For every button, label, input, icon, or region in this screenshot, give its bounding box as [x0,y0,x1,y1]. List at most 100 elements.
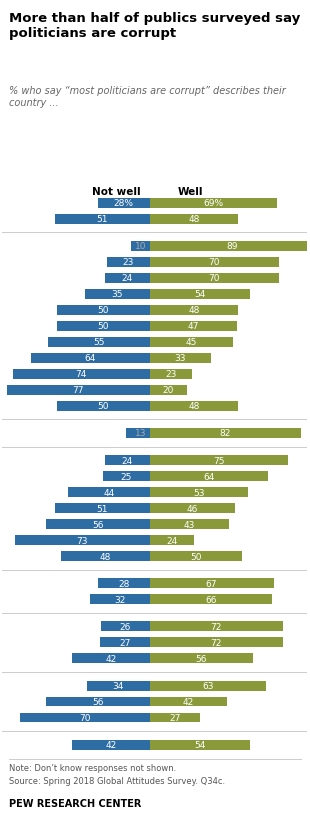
Text: 42: 42 [105,654,116,663]
Bar [150,385,187,396]
Text: 64: 64 [85,354,96,363]
Text: 20: 20 [162,386,174,395]
Text: 32: 32 [114,595,126,604]
Bar [72,654,150,663]
Text: 13: 13 [135,429,147,438]
Text: 45: 45 [186,338,197,347]
Bar [57,305,150,315]
Text: 48: 48 [188,306,200,315]
Bar [55,215,150,224]
Bar [68,487,150,497]
Text: 54: 54 [194,290,205,299]
Bar [100,638,150,648]
Text: 89: 89 [226,242,238,251]
Text: 24: 24 [166,536,177,545]
Text: 50: 50 [98,306,109,315]
Bar [150,215,238,224]
Bar [150,487,248,497]
Text: 72: 72 [210,638,222,647]
Bar [150,305,238,315]
Text: 73: 73 [76,536,88,545]
Bar [150,428,301,438]
Text: 56: 56 [196,654,207,663]
Text: 53: 53 [193,488,204,497]
Text: 24: 24 [122,274,133,283]
Text: 28%: 28% [114,199,134,208]
Bar [150,274,279,283]
Text: 69%: 69% [203,199,224,208]
Bar [150,289,250,300]
Text: 56: 56 [92,697,104,706]
Text: 48: 48 [188,215,200,224]
Text: 42: 42 [105,740,116,749]
Text: 51: 51 [97,504,108,513]
Text: 64: 64 [203,472,215,481]
Text: Source: Spring 2018 Global Attitudes Survey. Q34c.: Source: Spring 2018 Global Attitudes Sur… [9,776,225,785]
Bar [150,337,233,347]
Bar [150,369,192,379]
Text: Well: Well [178,187,203,197]
Bar [150,455,288,465]
Bar [57,321,150,332]
Text: 10: 10 [135,242,147,251]
Bar [131,242,150,251]
Text: 48: 48 [100,552,111,561]
Bar [55,504,150,514]
Text: Note: Don’t know responses not shown.: Note: Don’t know responses not shown. [9,763,177,772]
Bar [15,536,150,545]
Text: % who say “most politicians are corrupt” describes their
country ...: % who say “most politicians are corrupt”… [9,86,286,108]
Text: Not well: Not well [92,187,141,197]
Text: 70: 70 [79,713,91,722]
Text: 23: 23 [165,370,177,379]
Text: 82: 82 [220,429,231,438]
Bar [150,654,253,663]
Text: More than half of publics surveyed say
politicians are corrupt: More than half of publics surveyed say p… [9,12,301,40]
Bar [150,740,250,749]
Bar [46,697,150,707]
Bar [20,713,150,722]
Text: 56: 56 [92,520,104,529]
Bar [105,455,150,465]
Text: 75: 75 [213,456,225,465]
Text: 26: 26 [120,622,131,631]
Bar [46,519,150,529]
Bar [150,401,238,411]
Text: 24: 24 [122,456,133,465]
Bar [126,428,150,438]
Text: 67: 67 [206,579,217,588]
Text: 70: 70 [209,258,220,267]
Bar [150,578,274,589]
Bar [91,595,150,604]
Text: 72: 72 [210,622,222,631]
Bar [150,622,283,631]
Bar [48,337,150,347]
Bar [87,681,150,690]
Bar [150,321,237,332]
Text: 42: 42 [183,697,194,706]
Text: PEW RESEARCH CENTER: PEW RESEARCH CENTER [9,799,142,808]
Text: 63: 63 [202,681,214,690]
Text: 43: 43 [184,520,195,529]
Text: 33: 33 [175,354,186,363]
Bar [150,504,235,514]
Text: 51: 51 [97,215,108,224]
Bar [150,536,194,545]
Text: 48: 48 [188,402,200,411]
Text: 23: 23 [123,258,134,267]
Text: 34: 34 [113,681,124,690]
Bar [107,257,150,268]
Text: 25: 25 [121,472,132,481]
Text: 50: 50 [98,402,109,411]
Text: 77: 77 [73,386,84,395]
Text: 46: 46 [187,504,198,513]
Bar [101,622,150,631]
Bar [72,740,150,749]
Text: 44: 44 [103,488,114,497]
Bar [150,697,227,707]
Bar [105,274,150,283]
Bar [98,578,150,589]
Bar [150,257,279,268]
Bar [150,595,272,604]
Bar [150,681,266,690]
Bar [150,551,242,561]
